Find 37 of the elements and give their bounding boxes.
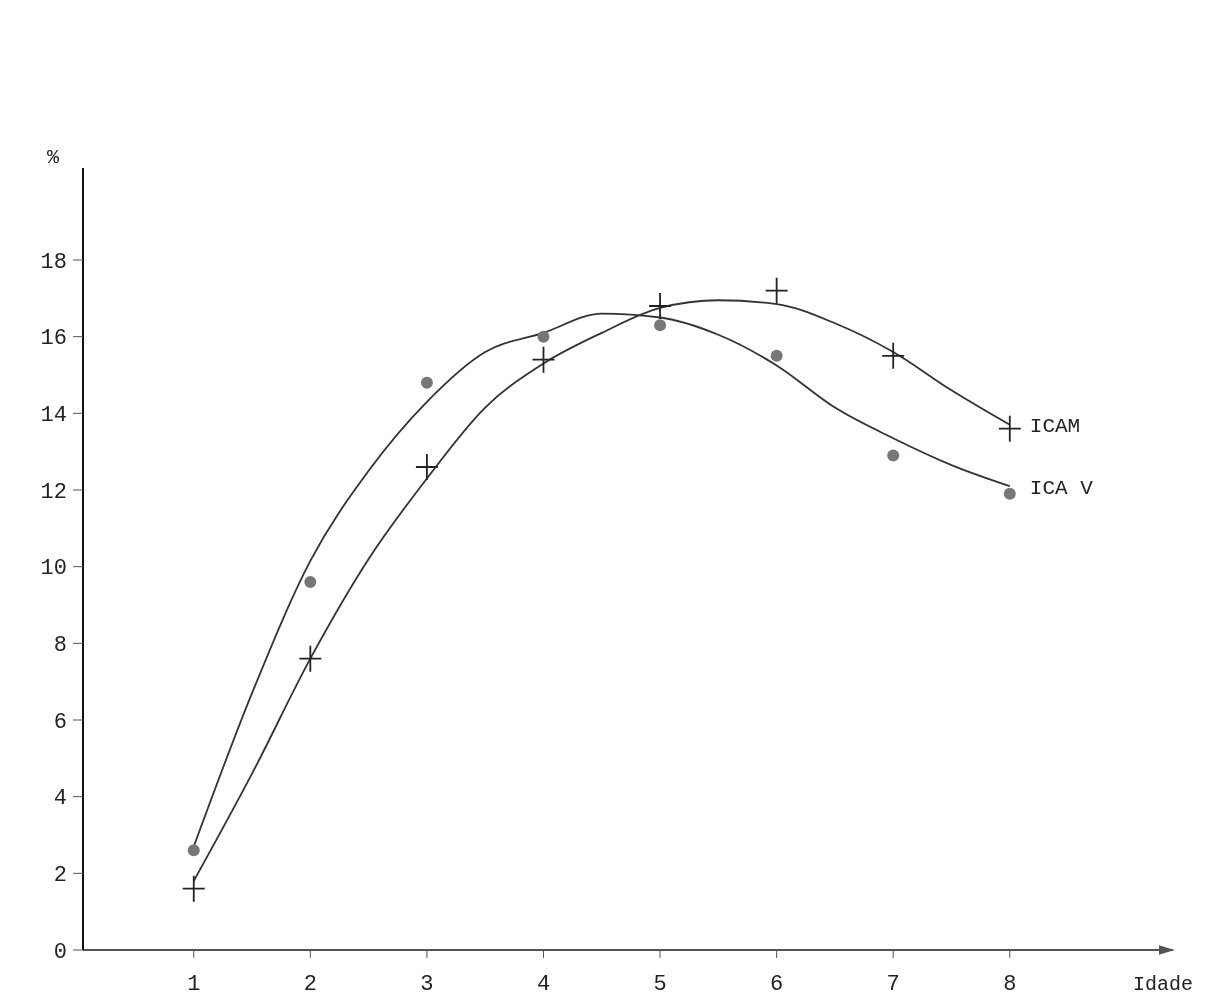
point (299, 645, 322, 672)
y-tick-label: 0 (53, 939, 67, 965)
point (304, 576, 317, 588)
series-label: ICA V (1029, 476, 1094, 500)
y-tick-label: 10 (40, 556, 67, 582)
x-tick-label: 8 (1003, 972, 1017, 997)
point (182, 875, 205, 902)
series-label: ICAM (1029, 415, 1081, 439)
point (537, 330, 550, 343)
point (1003, 487, 1016, 500)
point (649, 293, 672, 319)
y-tick-label: 6 (53, 709, 67, 735)
y-tick-label: 14 (40, 403, 67, 429)
y-tick-label: 2 (53, 863, 67, 889)
point (882, 342, 905, 369)
x-tick-label: 7 (886, 972, 900, 997)
x-axis-title: Idade (1132, 973, 1193, 996)
point (654, 319, 667, 332)
x-tick-label: 5 (653, 972, 667, 997)
point (415, 454, 438, 480)
y-tick-label: 18 (40, 249, 67, 275)
y-tick-label: 16 (40, 326, 67, 352)
point (770, 349, 783, 362)
x-tick-label: 3 (420, 972, 434, 997)
point (420, 376, 433, 389)
x-tick-label: 1 (187, 972, 201, 997)
y-tick-label: 4 (53, 786, 67, 812)
y-tick-label: 12 (40, 479, 67, 505)
y-axis-title: % (46, 146, 60, 169)
x-tick-label: 4 (536, 972, 551, 997)
point (765, 277, 788, 304)
y-tick-label: 8 (53, 633, 67, 659)
point (187, 844, 200, 857)
point (887, 449, 900, 462)
point (998, 415, 1021, 442)
x-tick-label: 2 (303, 972, 317, 997)
x-tick-label: 6 (770, 972, 784, 997)
